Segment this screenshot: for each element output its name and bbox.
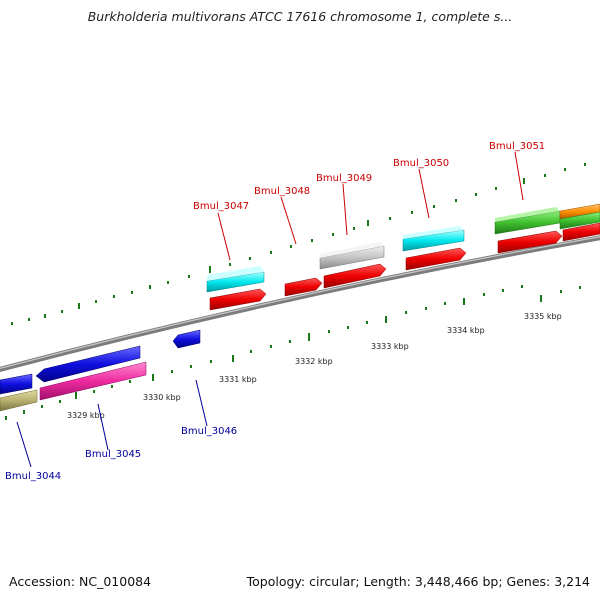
outer-tick-track — [11, 163, 586, 325]
gene-feature[interactable] — [0, 389, 38, 412]
gene-feature[interactable] — [402, 226, 465, 252]
label-leaders — [16, 151, 524, 468]
gene-feature[interactable] — [39, 361, 147, 401]
gene-feature[interactable] — [209, 288, 267, 311]
scale-label: 3333 kbp — [371, 342, 409, 351]
reverse-gene-label[interactable]: Bmul_3044 — [5, 471, 61, 482]
gene-feature[interactable] — [0, 373, 33, 395]
gene-feature[interactable] — [319, 242, 385, 270]
forward-gene-label[interactable]: Bmul_3051 — [489, 141, 545, 152]
gene-feature[interactable] — [559, 203, 600, 230]
gene-feature[interactable] — [323, 263, 387, 289]
scale-label: 3331 kbp — [219, 375, 257, 384]
scale-label: 3334 kbp — [447, 326, 485, 335]
gene-feature[interactable] — [562, 222, 600, 242]
reverse-strand-features — [0, 329, 201, 412]
scale-label: 3330 kbp — [143, 393, 181, 402]
forward-gene-label[interactable]: Bmul_3049 — [316, 173, 372, 184]
gene-feature[interactable] — [35, 345, 141, 383]
forward-gene-label[interactable]: Bmul_3048 — [254, 186, 310, 197]
forward-gene-label[interactable]: Bmul_3050 — [393, 158, 449, 169]
gene-labels: Bmul_3047 Bmul_3048 Bmul_3049 Bmul_3050 … — [5, 141, 545, 482]
scale-label: 3332 kbp — [295, 357, 333, 366]
gene-feature[interactable] — [284, 277, 323, 297]
gene-feature[interactable] — [172, 329, 201, 349]
gene-feature[interactable] — [497, 230, 563, 254]
reverse-gene-label[interactable]: Bmul_3046 — [181, 426, 237, 437]
reverse-gene-label[interactable]: Bmul_3045 — [85, 449, 141, 460]
scale-tick-track — [5, 285, 581, 420]
scale-label: 3335 kbp — [524, 312, 562, 321]
scale-label: 3329 kbp — [67, 411, 105, 420]
forward-strand-features — [206, 203, 600, 311]
gene-feature[interactable] — [405, 247, 467, 271]
gene-feature[interactable] — [206, 266, 265, 293]
genome-backbone — [0, 235, 600, 372]
genome-summary-text: Topology: circular; Length: 3,448,466 bp… — [246, 574, 590, 589]
accession-text: Accession: NC_010084 — [9, 574, 152, 589]
gene-feature[interactable] — [494, 207, 561, 235]
map-title: Burkholderia multivorans ATCC 17616 chro… — [87, 9, 513, 24]
forward-gene-label[interactable]: Bmul_3047 — [193, 201, 249, 212]
scale-labels: 3329 kbp 3330 kbp 3331 kbp 3332 kbp 3333… — [67, 312, 562, 420]
